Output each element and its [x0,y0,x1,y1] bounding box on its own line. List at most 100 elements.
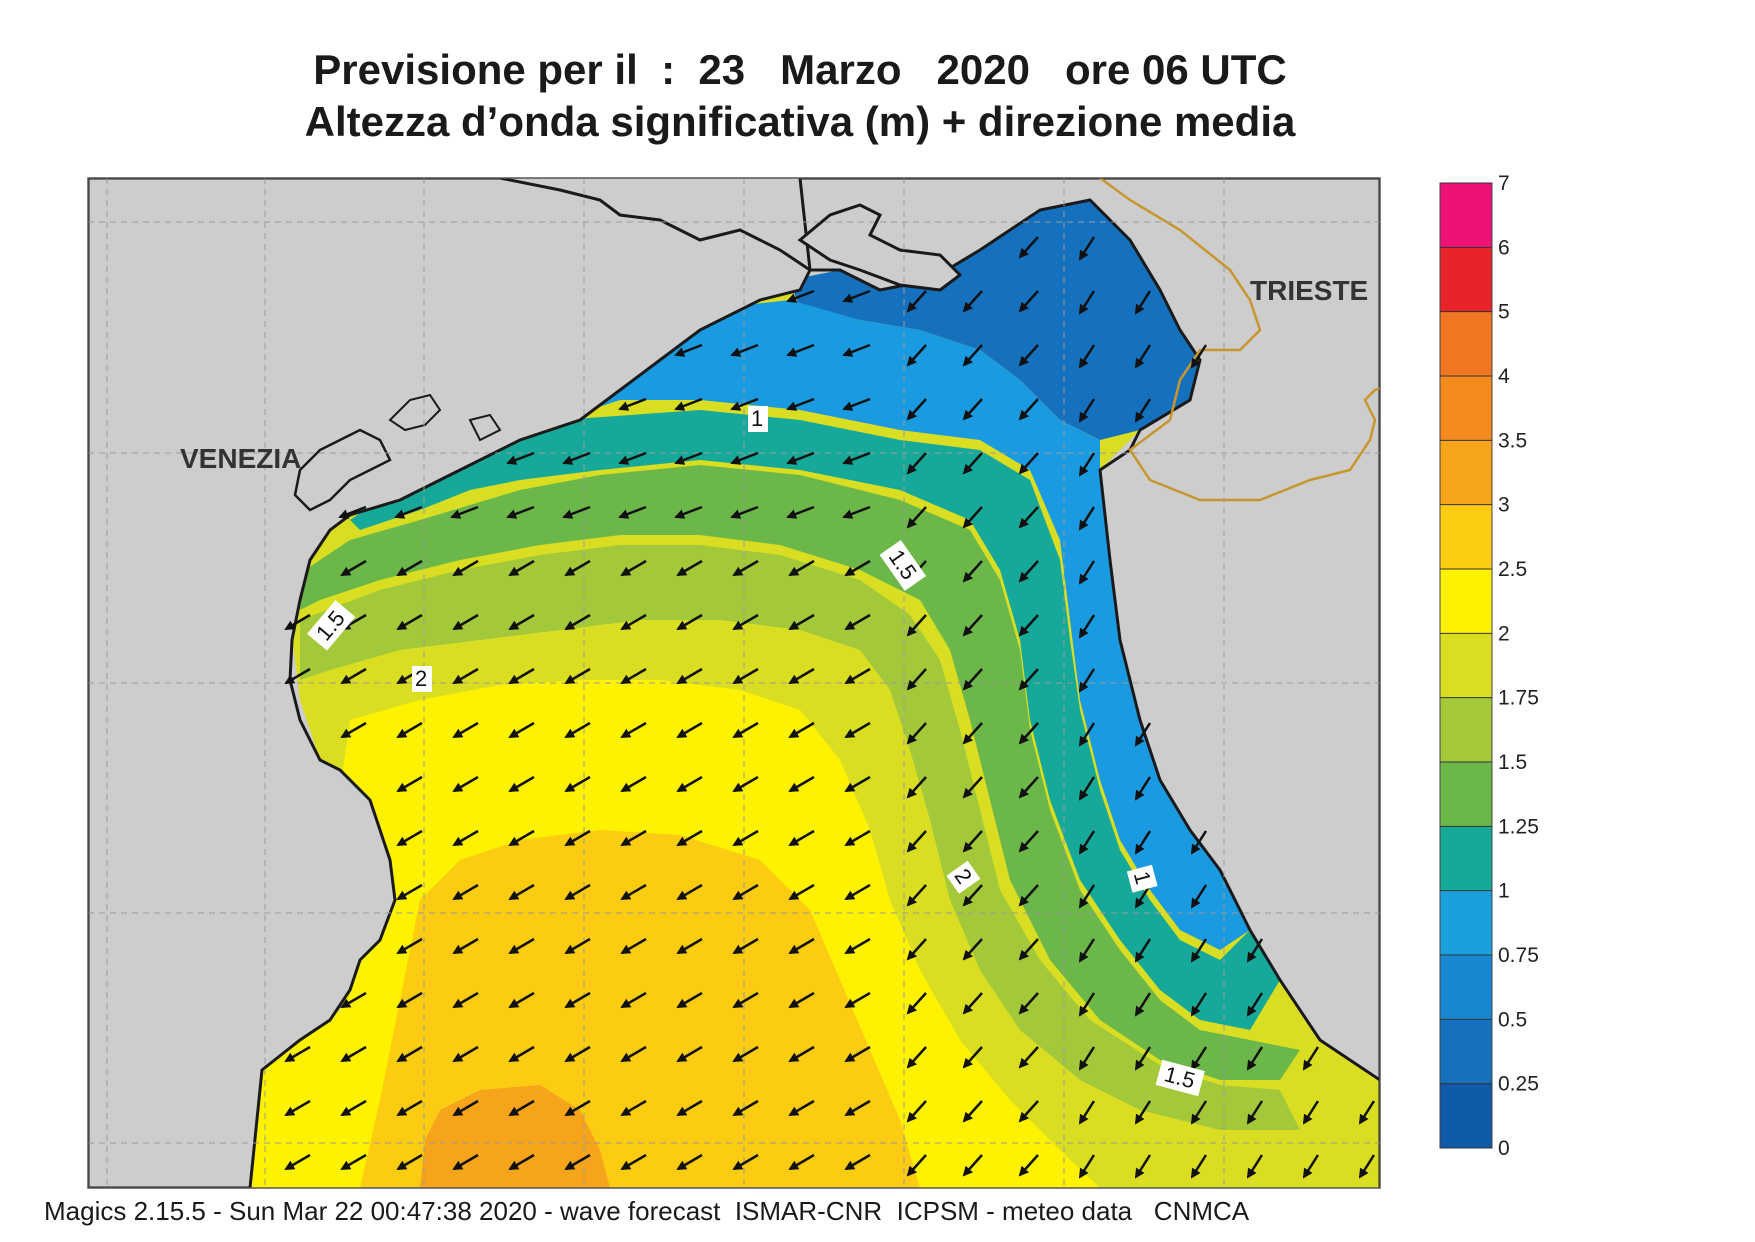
colorbar-label: 1.75 [1498,687,1539,710]
direction-arrow [842,451,871,465]
colorbar-label: 4 [1498,365,1510,388]
direction-arrow [1078,668,1096,693]
direction-arrow [340,991,367,1009]
direction-arrow [284,1153,311,1171]
direction-arrow [1134,1154,1152,1179]
direction-arrow [452,937,479,955]
map-subtitle: Altezza d’onda significativa (m) + direz… [304,98,1296,145]
colorbar-label: 2.5 [1498,558,1527,581]
direction-arrow [1078,614,1096,639]
direction-arrow [340,1099,367,1117]
direction-arrow [618,505,647,519]
direction-arrow [676,991,703,1009]
direction-arrow [788,559,815,577]
direction-arrow [1190,830,1208,855]
wave-band-lightgreen [300,545,1300,1130]
colorbar-segment [1440,376,1492,441]
direction-arrow [1018,506,1039,529]
national-border [1099,178,1380,502]
direction-arrow [676,829,703,847]
direction-arrow [842,397,871,411]
direction-arrow [676,883,703,901]
direction-arrow [620,667,647,685]
direction-arrow [340,721,367,739]
direction-arrow [1078,1154,1096,1179]
direction-arrow [676,559,703,577]
direction-arrow [1190,992,1208,1017]
direction-arrow [788,775,815,793]
direction-arrow [786,397,815,411]
direction-arrow [1018,722,1039,745]
direction-arrow [620,937,647,955]
direction-arrow [284,613,311,631]
colorbar-label: 0.75 [1498,944,1539,967]
direction-arrow [1018,938,1039,961]
direction-arrow [844,883,871,901]
direction-arrow [730,397,759,411]
direction-arrow [676,721,703,739]
direction-arrow [508,559,535,577]
lagoon-islands [293,428,392,512]
direction-arrow [1078,884,1096,909]
direction-arrow [788,667,815,685]
direction-arrow [842,289,871,303]
direction-arrow [396,613,423,631]
direction-arrow [1078,506,1096,531]
direction-arrow [564,937,591,955]
direction-arrow [1302,1154,1320,1179]
grid-lines [88,178,1380,1188]
direction-arrow [452,721,479,739]
colorbar-segment [1440,569,1492,634]
direction-arrow [618,451,647,465]
direction-arrow [452,1045,479,1063]
direction-arrow [452,775,479,793]
direction-arrow [1018,1100,1039,1123]
direction-arrow [284,667,311,685]
direction-arrow [394,505,423,519]
direction-arrow [508,883,535,901]
direction-arrow [1018,992,1039,1015]
direction-arrow [906,398,927,421]
colorbar-label: 0.5 [1498,1008,1527,1031]
direction-arrow [786,289,815,303]
direction-arrow [564,1153,591,1171]
direction-arrow [340,1045,367,1063]
direction-arrow [1078,992,1096,1017]
direction-arrow [962,722,983,745]
direction-arrow [1358,1100,1376,1125]
direction-arrow [284,1045,311,1063]
direction-arrow [1018,560,1039,583]
direction-arrow [1134,290,1152,315]
footer-credits: Magics 2.15.5 - Sun Mar 22 00:47:38 2020… [44,1196,1250,1226]
direction-arrow [452,829,479,847]
direction-arrow [906,614,927,637]
direction-arrow [962,344,983,367]
colorbar-segment [1440,762,1492,827]
direction-arrow [1078,776,1096,801]
direction-arrow [506,451,535,465]
direction-arrow [340,667,367,685]
direction-arrow [962,938,983,961]
direction-arrow [788,829,815,847]
direction-arrow [676,667,703,685]
direction-arrow [396,559,423,577]
marano-lagoon [797,203,963,292]
direction-arrow [1078,1100,1096,1125]
direction-arrow [962,668,983,691]
direction-arrow [732,667,759,685]
direction-arrow [1246,1100,1264,1125]
direction-arrow [396,721,423,739]
direction-arrow [962,1046,983,1069]
direction-arrow [508,613,535,631]
direction-arrow [732,937,759,955]
direction-arrow [508,991,535,1009]
direction-arrow [788,1045,815,1063]
contour-label-1-north: 1 [751,406,763,431]
direction-arrow [730,505,759,519]
direction-arrow [732,1153,759,1171]
direction-arrow [450,505,479,519]
direction-arrow [1134,1100,1152,1125]
direction-arrow [674,505,703,519]
direction-arrow [1078,344,1096,369]
